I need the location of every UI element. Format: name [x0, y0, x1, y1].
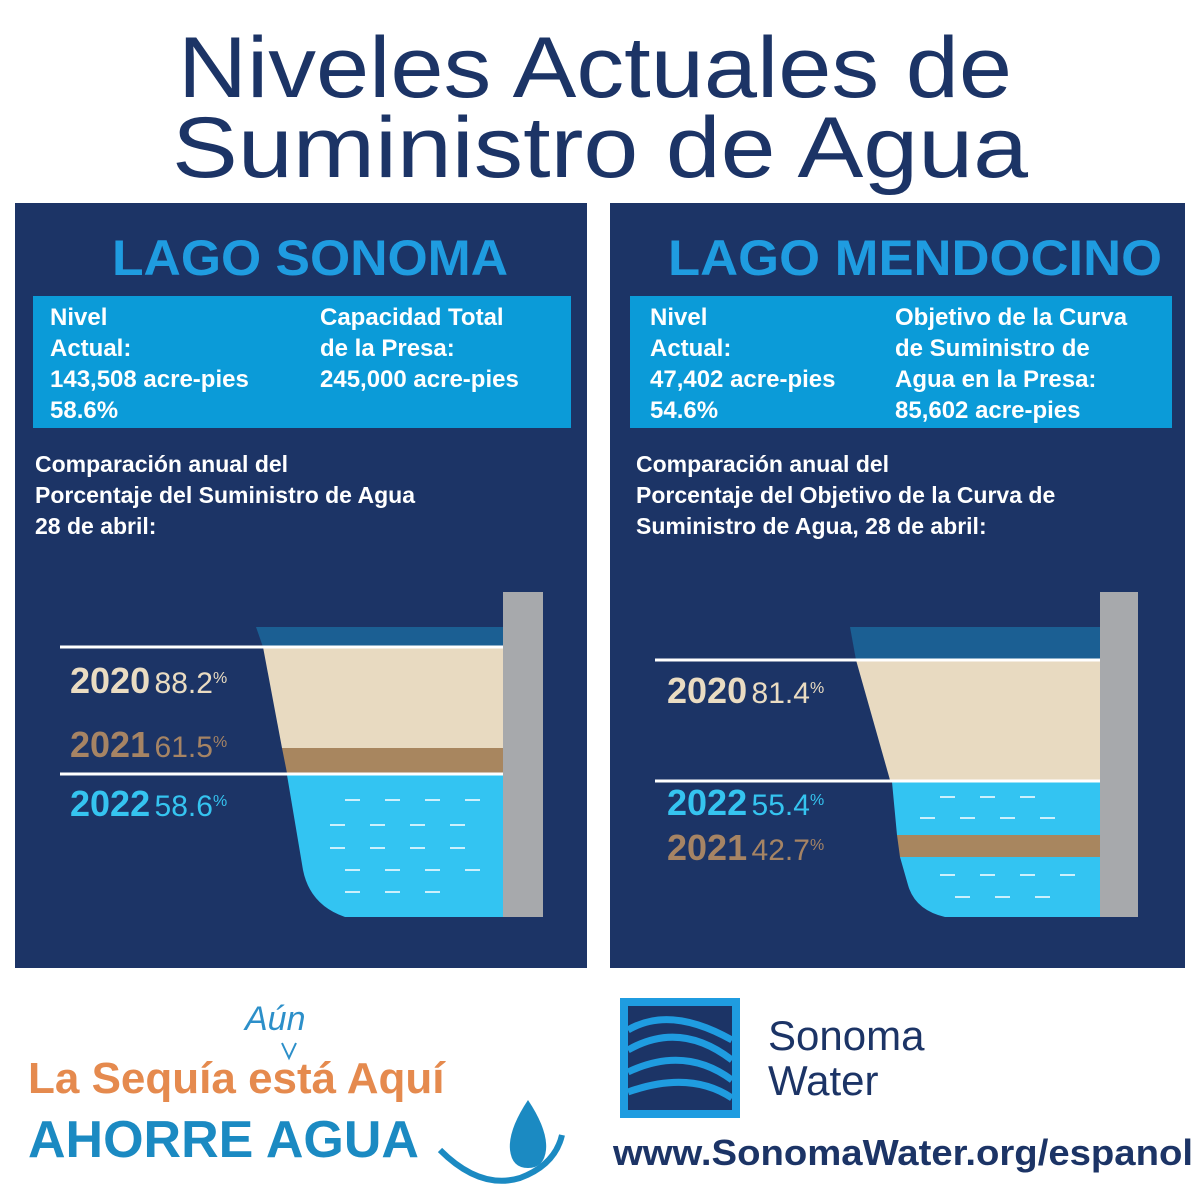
year-row: 2020 88.2%	[70, 660, 227, 701]
info-box	[630, 296, 1172, 428]
unit: %	[810, 792, 824, 809]
reservoir	[60, 592, 543, 917]
caption: Comparación anual del	[35, 451, 288, 477]
percent: 88.2	[155, 667, 213, 700]
swoosh	[437, 1134, 565, 1184]
percent: 55.4	[752, 789, 810, 822]
year-row: 2022 55.4%	[667, 782, 824, 823]
info: 85,602 acre-pies	[895, 397, 1080, 424]
slogan: La Sequía está Aquí	[28, 1054, 446, 1103]
info: Capacidad Total	[320, 304, 504, 331]
year: 2020	[70, 660, 150, 701]
info: 58.6%	[50, 397, 118, 424]
info: 47,402 acre-pies	[650, 366, 835, 393]
info: 54.6%	[650, 397, 718, 424]
caption: Porcentaje del Suministro de Agua	[35, 482, 415, 508]
info: 245,000 acre-pies	[320, 366, 519, 393]
unit: %	[810, 680, 824, 697]
year: 2022	[70, 783, 150, 824]
year-row: 2022 58.6%	[70, 783, 227, 824]
info-box	[33, 296, 571, 428]
info: de Suministro de	[895, 335, 1090, 362]
year: 2021	[70, 724, 150, 765]
caption: 28 de abril:	[35, 513, 156, 539]
unit: %	[213, 734, 227, 751]
info: de la Presa:	[320, 335, 455, 362]
year: 2022	[667, 782, 747, 823]
percent: 81.4	[752, 677, 810, 710]
year: 2021	[667, 827, 747, 868]
info: Nivel	[50, 304, 107, 331]
info: Agua en la Presa:	[895, 366, 1096, 393]
unit: %	[810, 837, 824, 854]
panel-title: LAGO MENDOCINO	[668, 230, 1162, 286]
percent: 42.7	[752, 834, 810, 867]
logo-text: Water	[768, 1057, 878, 1104]
unit: %	[213, 793, 227, 810]
unit: %	[213, 670, 227, 687]
slogan-part: La Sequía	[28, 1054, 236, 1103]
year-row: 2020 81.4%	[667, 670, 824, 711]
drop	[509, 1100, 547, 1168]
percent: 61.5	[155, 731, 213, 764]
caption: Comparación anual del	[636, 451, 889, 477]
info: Objetivo de la Curva	[895, 304, 1128, 331]
info: Nivel	[650, 304, 707, 331]
year: 2020	[667, 670, 747, 711]
logo	[620, 998, 740, 1118]
slogan-main: AHORRE AGUA	[28, 1111, 419, 1169]
info: Actual:	[50, 335, 131, 362]
title: Niveles Actuales de	[178, 20, 1012, 116]
info: Actual:	[650, 335, 731, 362]
caption: Suministro de Agua, 28 de abril:	[636, 513, 987, 539]
year-row: 2021 42.7%	[667, 827, 824, 868]
reservoir	[655, 592, 1138, 917]
logo-text: Sonoma	[768, 1012, 925, 1059]
url: www.SonomaWater.org/espanol	[612, 1132, 1193, 1173]
panel-title: LAGO SONOMA	[112, 230, 508, 286]
insert-word: Aún	[243, 1000, 306, 1038]
percent: 58.6	[155, 790, 213, 823]
info: 143,508 acre-pies	[50, 366, 249, 393]
year-row: 2021 61.5%	[70, 724, 227, 765]
slogan-part: está Aquí	[248, 1054, 446, 1103]
title: Suministro de Agua	[172, 100, 1028, 196]
caret	[281, 1042, 297, 1061]
caption: Porcentaje del Objetivo de la Curva de	[636, 482, 1055, 508]
